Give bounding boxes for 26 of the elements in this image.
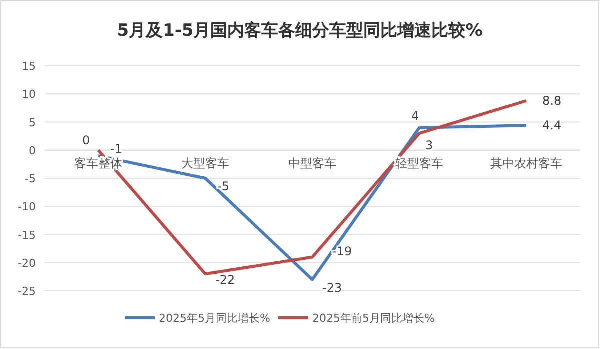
y-tick-label: -25: [18, 285, 36, 298]
y-tick-label: 5: [29, 116, 36, 130]
data-label: -1: [110, 142, 122, 156]
data-label: 4.4: [542, 118, 562, 133]
data-label: -19: [332, 244, 352, 258]
data-label: -5: [218, 180, 230, 194]
y-tick-label: 15: [22, 60, 36, 73]
data-label: 8.8: [542, 94, 562, 108]
data-label: 0: [82, 133, 90, 148]
y-tick-label: -10: [18, 200, 36, 214]
y-tick-label: -20: [18, 256, 36, 270]
legend-label: 2025年5月同比增长%: [159, 312, 270, 325]
data-label: 3: [426, 138, 434, 152]
chart-title: 5月及1-5月国内客车各细分车型同比增速比较%: [117, 21, 483, 41]
data-label: 4: [412, 108, 420, 123]
x-tick-label: 其中农村客车: [490, 156, 562, 170]
data-label: -23: [322, 280, 342, 295]
x-tick-label: 中型客车: [288, 156, 336, 170]
x-tick-label: 大型客车: [182, 156, 230, 170]
legend-label: 2025年前5月同比增长%: [312, 312, 435, 325]
y-tick-label: -15: [18, 228, 36, 242]
y-tick-label: -5: [25, 172, 36, 186]
data-label: -22: [216, 273, 236, 288]
y-tick-label: 10: [22, 88, 36, 102]
y-tick-label: 0: [29, 144, 36, 158]
x-tick-label: 轻型客车: [396, 156, 444, 170]
